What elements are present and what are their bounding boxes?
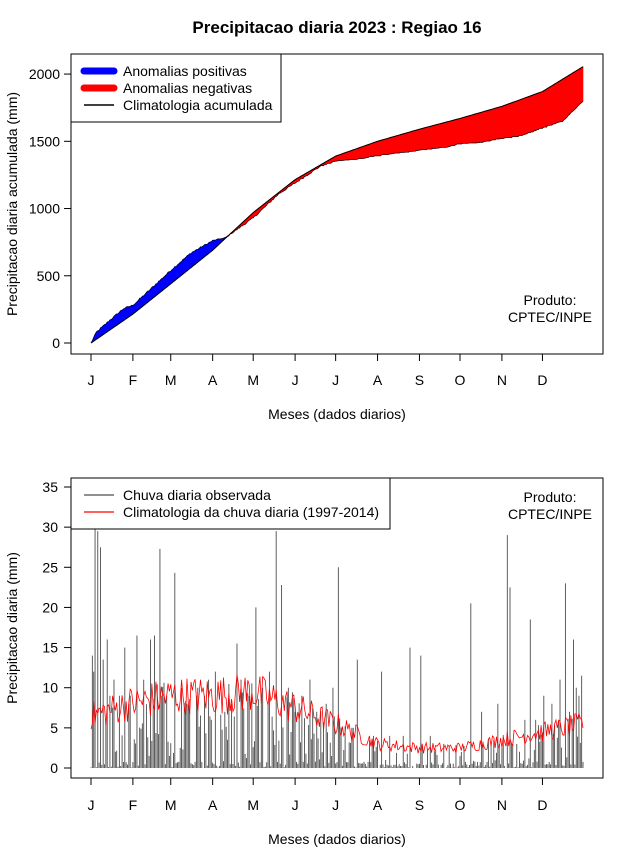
y-axis-bottom: 0 5 10 15 20 25 30 35 xyxy=(42,479,72,776)
x-tick-label: J xyxy=(292,372,299,388)
legend-label-positive: Anomalias positivas xyxy=(123,63,247,79)
x-tick-label: M xyxy=(165,372,177,388)
x-tick-label: S xyxy=(415,372,424,388)
y-tick-label: 0 xyxy=(50,760,58,776)
x-tick-label: A xyxy=(208,372,218,388)
x-tick-label: M xyxy=(247,797,259,813)
x-tick-label: J xyxy=(88,372,95,388)
y-tick-label: 1500 xyxy=(29,133,60,149)
x-axis-label-top: Meses (dados diarios) xyxy=(268,406,406,422)
y-tick-label: 2000 xyxy=(29,66,60,82)
x-tick-label: D xyxy=(537,797,547,813)
x-tick-label: F xyxy=(129,797,138,813)
legend-label-climatology: Climatologia acumulada xyxy=(123,97,273,113)
legend-label-climatology-daily: Climatologia da chuva diaria (1997-2014) xyxy=(123,504,379,520)
y-tick-label: 20 xyxy=(42,599,58,615)
x-tick-label: D xyxy=(537,372,547,388)
y-tick-label: 500 xyxy=(37,268,61,284)
legend-top: Anomalias positivas Anomalias negativas … xyxy=(70,53,282,123)
legend-bottom: Chuva diaria observada Climatologia da c… xyxy=(70,477,391,530)
legend-box-bottom xyxy=(70,477,391,530)
y-tick-label: 10 xyxy=(42,680,58,696)
x-tick-label: J xyxy=(292,797,299,813)
y-tick-label: 30 xyxy=(42,519,58,535)
daily-panel: 0 5 10 15 20 25 30 35 J F M A M J J A S O N D Meses (dados… xyxy=(4,477,604,847)
x-tick-label: O xyxy=(455,797,466,813)
x-tick-label: O xyxy=(455,372,466,388)
x-axis-label-bottom: Meses (dados diarios) xyxy=(268,831,406,847)
x-tick-label: A xyxy=(373,372,383,388)
x-tick-label: F xyxy=(129,372,138,388)
product-label-bottom: Produto: xyxy=(524,489,577,505)
y-tick-label: 5 xyxy=(50,720,58,736)
product-label-top: Produto: xyxy=(524,292,577,308)
chart-title: Precipitacao diaria 2023 : Regiao 16 xyxy=(192,18,481,37)
x-tick-label: S xyxy=(415,797,424,813)
legend-label-observed: Chuva diaria observada xyxy=(123,487,271,503)
y-tick-label: 35 xyxy=(42,479,58,495)
negative-anomaly-segment xyxy=(581,66,584,104)
observed-bars-group xyxy=(90,527,584,768)
x-tick-label: J xyxy=(332,372,339,388)
y-tick-label: 0 xyxy=(52,335,60,351)
observed-accumulated-line xyxy=(90,100,584,344)
y-tick-label: 25 xyxy=(42,559,58,575)
x-tick-label: M xyxy=(247,372,259,388)
x-tick-label: J xyxy=(88,797,95,813)
y-tick-label: 15 xyxy=(42,640,58,656)
x-tick-label: A xyxy=(373,797,383,813)
y-axis-label-bottom: Precipitacao diaria (mm) xyxy=(4,552,20,704)
accumulated-panel: 0 500 1000 1500 2000 J F M A M J J A S O N D Meses (dad… xyxy=(4,53,604,422)
product-source-bottom: CPTEC/INPE xyxy=(508,506,592,522)
x-tick-label: N xyxy=(497,372,507,388)
climatology-accumulated-line xyxy=(90,66,584,344)
product-source-top: CPTEC/INPE xyxy=(508,309,592,325)
y-tick-label: 1000 xyxy=(29,201,60,217)
y-axis-top: 0 500 1000 1500 2000 xyxy=(29,66,72,351)
x-tick-label: A xyxy=(208,797,218,813)
x-tick-label: M xyxy=(165,797,177,813)
x-tick-label: J xyxy=(332,797,339,813)
x-tick-label: N xyxy=(497,797,507,813)
legend-label-negative: Anomalias negativas xyxy=(123,80,252,96)
y-axis-label-top: Precipitacao diaria acumulada (mm) xyxy=(4,92,20,316)
climatology-daily-line xyxy=(90,674,584,754)
